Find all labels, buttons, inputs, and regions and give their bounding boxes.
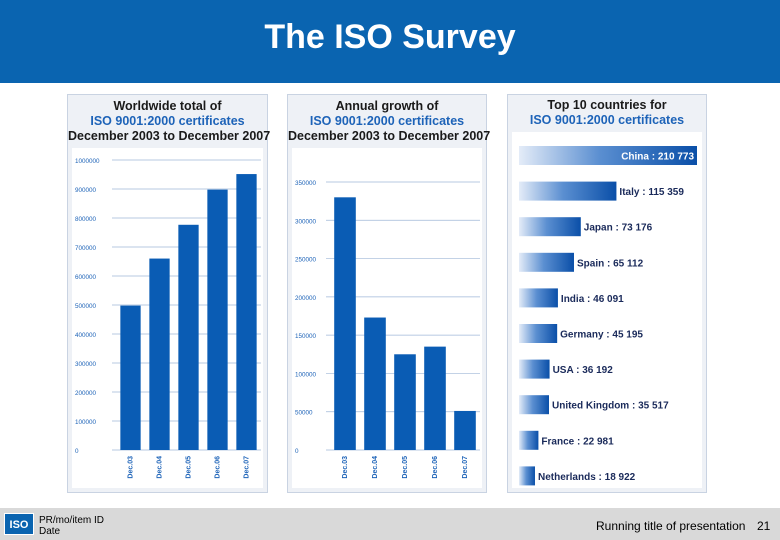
bar xyxy=(519,217,581,237)
slide-title: The ISO Survey xyxy=(264,18,516,56)
x-tick-label: Dec.06 xyxy=(215,456,222,479)
top-10-countries-chart: China : 210 773 Italy : 115 359 Japan : 73… xyxy=(519,146,697,486)
annual-growth-chart: 0 50000 100000 150000 200000 250000 300000 3500… xyxy=(295,180,480,479)
y-tick-label: 200000 xyxy=(295,295,317,302)
data-label: France : 22 981 xyxy=(541,436,614,447)
y-tick-label: 900000 xyxy=(75,187,97,194)
data-label: India : 46 091 xyxy=(561,294,624,305)
bar xyxy=(364,317,386,450)
bar xyxy=(207,189,228,450)
running-title: Running title of presentation xyxy=(596,519,746,533)
y-tick-label: 100000 xyxy=(75,419,97,426)
panel-header: Annual growth of ISO 9001:2000 certifica… xyxy=(288,95,491,147)
bar xyxy=(178,224,199,450)
bar xyxy=(519,395,549,415)
data-label: Netherlands : 18 922 xyxy=(538,472,636,483)
chart-title-line: ISO 9001:2000 certificates xyxy=(529,113,685,127)
footer-id: PR/mo/item ID Date xyxy=(39,515,104,537)
y-tick-label: 300000 xyxy=(295,218,317,225)
y-tick-label: 0 xyxy=(75,448,79,455)
y-tick-label: 250000 xyxy=(295,257,317,264)
chart-title-line: ISO 9001:2000 certificates xyxy=(309,114,465,128)
bar xyxy=(454,410,476,450)
x-tick-label: Dec.05 xyxy=(402,456,409,479)
bar xyxy=(424,346,446,450)
data-label: United Kingdom : 35 517 xyxy=(552,401,669,412)
y-tick-label: 1000000 xyxy=(75,158,100,165)
x-tick-label: Dec.04 xyxy=(157,456,164,479)
bar xyxy=(519,181,617,201)
bar xyxy=(519,430,539,450)
chart-title-line: Worldwide total of xyxy=(113,99,222,113)
chart-area: China : 210 773 Italy : 115 359 Japan : 73… xyxy=(512,132,702,488)
chart-area: 0 100000 200000 300000 400000 500000 600000 700… xyxy=(72,148,263,488)
bar xyxy=(519,359,550,379)
data-label: China : 210 773 xyxy=(621,152,694,163)
chart-title-line: December 2003 to December 2007 xyxy=(288,129,491,143)
panel-annual-growth: Annual growth of ISO 9001:2000 certifica… xyxy=(287,94,491,493)
x-tick-label: Dec.04 xyxy=(372,456,379,479)
y-tick-label: 350000 xyxy=(295,180,317,187)
x-tick-label: Dec.06 xyxy=(432,456,439,479)
chart-area: 0 50000 100000 150000 200000 250000 300000 3500… xyxy=(292,148,482,488)
bar xyxy=(334,197,356,450)
y-tick-label: 400000 xyxy=(75,332,97,339)
chart-title-line: ISO 9001:2000 certificates xyxy=(90,114,245,128)
data-label: USA : 36 192 xyxy=(553,365,614,376)
data-label: Spain : 65 112 xyxy=(577,258,644,269)
y-tick-label: 0 xyxy=(295,448,299,455)
x-tick-label: Dec.07 xyxy=(462,456,469,479)
y-tick-label: 200000 xyxy=(75,390,97,397)
bar xyxy=(236,174,257,450)
panel-header: Top 10 countries for ISO 9001:2000 certi… xyxy=(508,95,706,131)
page-number: 21 xyxy=(757,519,771,533)
x-tick-label: Dec.07 xyxy=(244,456,251,479)
data-label: Japan : 73 176 xyxy=(584,223,653,234)
panel-top-10-countries: Top 10 countries for ISO 9001:2000 certi… xyxy=(507,94,707,493)
panel-header: Worldwide total of ISO 9001:2000 certifi… xyxy=(68,95,271,147)
footer-id-line: PR/mo/item ID xyxy=(39,515,105,526)
bar xyxy=(519,288,558,308)
bar xyxy=(519,466,535,486)
panel-worldwide-total: Worldwide total of ISO 9001:2000 certifi… xyxy=(67,94,271,493)
chart-title-line: Top 10 countries for xyxy=(547,98,667,112)
y-tick-label: 500000 xyxy=(75,303,97,310)
bar xyxy=(519,324,558,343)
title-bar: The ISO Survey xyxy=(0,0,780,83)
bar xyxy=(120,305,141,450)
chart-title-line: Annual growth of xyxy=(335,99,439,113)
x-tick-label: Dec.03 xyxy=(128,456,135,479)
data-label: Italy : 115 359 xyxy=(619,187,684,198)
worldwide-total-chart: 0 100000 200000 300000 400000 500000 600000 700… xyxy=(75,158,261,479)
x-tick-label: Dec.03 xyxy=(342,456,349,479)
y-tick-label: 150000 xyxy=(295,333,317,340)
chart-title-line: December 2003 to December 2007 xyxy=(68,129,271,143)
data-label: Germany : 45 195 xyxy=(560,330,643,341)
bar xyxy=(149,258,170,450)
bar xyxy=(519,252,574,272)
y-tick-label: 700000 xyxy=(75,245,97,252)
footer: ISO PR/mo/item ID Date Running title of … xyxy=(0,508,780,540)
x-tick-label: Dec.05 xyxy=(186,456,193,479)
y-tick-label: 100000 xyxy=(295,371,317,378)
y-tick-label: 600000 xyxy=(75,274,97,281)
bar xyxy=(519,146,697,165)
y-tick-label: 50000 xyxy=(295,410,313,417)
y-tick-label: 800000 xyxy=(75,216,97,223)
footer-date-line: Date xyxy=(39,526,61,537)
bar xyxy=(394,354,416,450)
iso-logo: ISO xyxy=(4,513,34,535)
y-tick-label: 300000 xyxy=(75,361,97,368)
